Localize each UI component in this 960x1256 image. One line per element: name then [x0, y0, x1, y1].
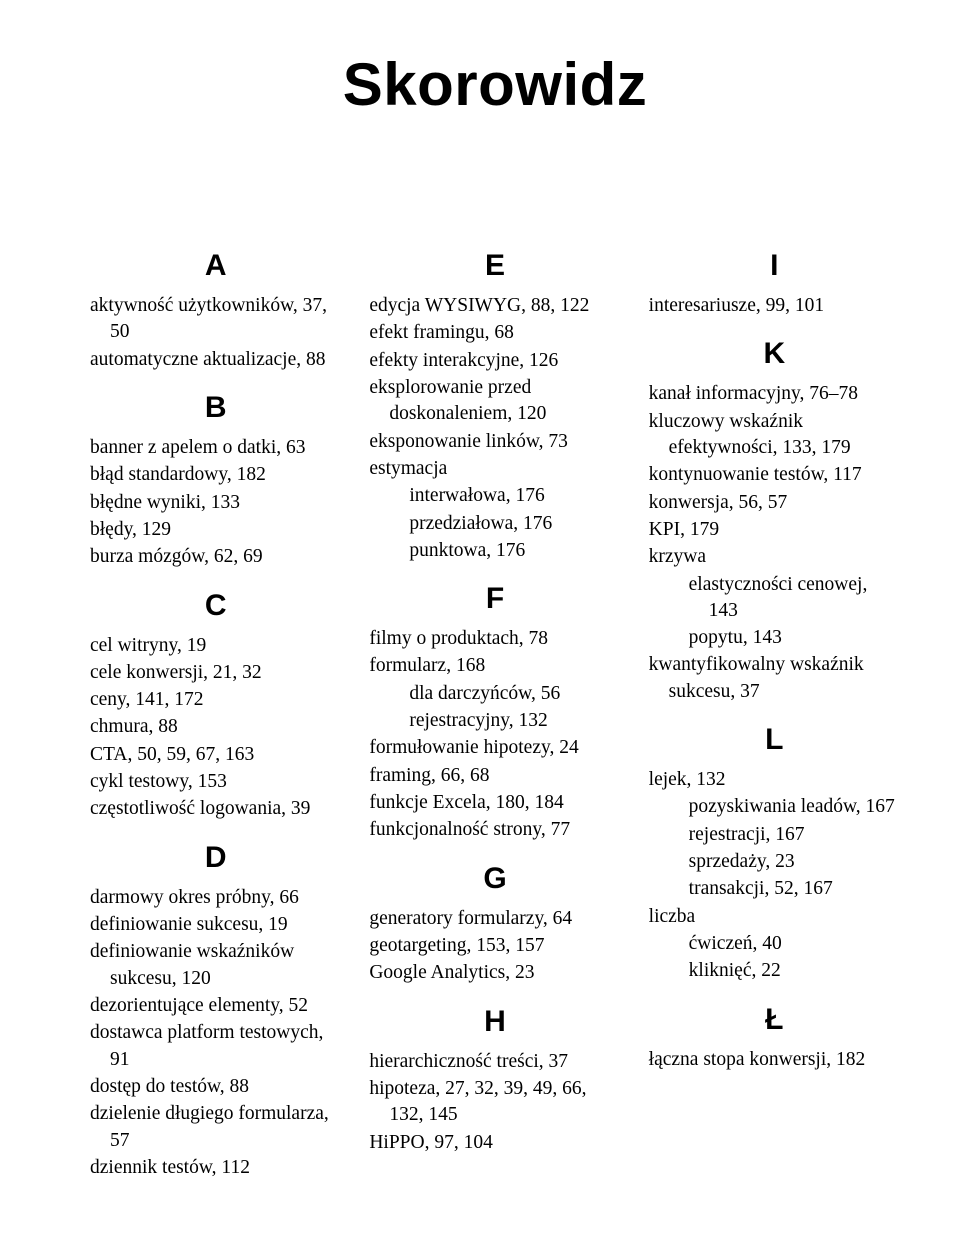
section-letter: Ł	[649, 1003, 900, 1037]
section-letter: I	[649, 249, 900, 283]
page-title: Skorowidz	[90, 50, 900, 119]
section-letter: E	[369, 249, 620, 283]
index-entry: błędy, 129	[90, 517, 341, 543]
index-entry: geotargeting, 153, 157	[369, 933, 620, 959]
index-entry: dziennik testów, 112	[90, 1155, 341, 1181]
index-entry: kontynuowanie testów, 117	[649, 462, 900, 488]
index-page: Skorowidz Aaktywność użytkowników, 37, 5…	[0, 0, 960, 1222]
section-letter: F	[369, 582, 620, 616]
index-column: Eedycja WYSIWYG, 88, 122efekt framingu, …	[369, 249, 620, 1182]
index-entry: framing, 66, 68	[369, 763, 620, 789]
index-entry: CTA, 50, 59, 67, 163	[90, 742, 341, 768]
index-entry: kwantyfikowalny wskaźnik sukcesu, 37	[649, 652, 900, 705]
index-entry: KPI, 179	[649, 517, 900, 543]
index-entry: estymacja	[369, 456, 620, 482]
index-columns: Aaktywność użytkowników, 37, 50automatyc…	[90, 249, 900, 1182]
index-column: Iinteresariusze, 99, 101 Kkanał informacy…	[649, 249, 900, 1182]
index-entry: kanał informacyjny, 76–78	[649, 381, 900, 407]
index-entry: definiowanie wskaźników sukcesu, 120	[90, 939, 341, 992]
index-entry: HiPPO, 97, 104	[369, 1130, 620, 1156]
index-entry: dezorientujące elementy, 52	[90, 993, 341, 1019]
index-entry: lejek, 132	[649, 767, 900, 793]
index-entry: dostęp do testów, 88	[90, 1074, 341, 1100]
index-entry: cykl testowy, 153	[90, 769, 341, 795]
index-entry: rejestracji, 167	[649, 822, 900, 848]
index-entry: chmura, 88	[90, 714, 341, 740]
index-entry: formularz, 168	[369, 653, 620, 679]
index-entry: sprzedaży, 23	[649, 849, 900, 875]
index-entry: Google Analytics, 23	[369, 960, 620, 986]
index-entry: interesariusze, 99, 101	[649, 293, 900, 319]
index-entry: kliknięć, 22	[649, 958, 900, 984]
section-letter: A	[90, 249, 341, 283]
index-entry: darmowy okres próbny, 66	[90, 885, 341, 911]
index-entry: eksponowanie linków, 73	[369, 429, 620, 455]
section-letter: D	[90, 841, 341, 875]
index-entry: cele konwersji, 21, 32	[90, 660, 341, 686]
index-entry: definiowanie sukcesu, 19	[90, 912, 341, 938]
index-entry: konwersja, 56, 57	[649, 490, 900, 516]
index-entry: dzielenie długiego formularza, 57	[90, 1101, 341, 1154]
index-entry: rejestracyjny, 132	[369, 708, 620, 734]
index-entry: formułowanie hipotezy, 24	[369, 735, 620, 761]
index-entry: hierarchiczność treści, 37	[369, 1049, 620, 1075]
index-entry: efekty interakcyjne, 126	[369, 348, 620, 374]
index-entry: automatyczne aktualizacje, 88	[90, 347, 341, 373]
index-entry: transakcji, 52, 167	[649, 876, 900, 902]
section-letter: G	[369, 862, 620, 896]
index-entry: błędne wyniki, 133	[90, 490, 341, 516]
index-entry: kluczowy wskaźnik efektywności, 133, 179	[649, 409, 900, 462]
index-entry: błąd standardowy, 182	[90, 462, 341, 488]
section-letter: C	[90, 589, 341, 623]
section-letter: K	[649, 337, 900, 371]
index-entry: efekt framingu, 68	[369, 320, 620, 346]
index-entry: dla darczyńców, 56	[369, 681, 620, 707]
index-entry: elastyczności cenowej, 143	[649, 572, 900, 625]
index-entry: łączna stopa konwersji, 182	[649, 1047, 900, 1073]
index-column: Aaktywność użytkowników, 37, 50automatyc…	[90, 249, 341, 1182]
section-letter: H	[369, 1005, 620, 1039]
index-entry: eksplorowanie przed doskonaleniem, 120	[369, 375, 620, 428]
index-entry: banner z apelem o datki, 63	[90, 435, 341, 461]
index-entry: cel witryny, 19	[90, 633, 341, 659]
index-entry: częstotliwość logowania, 39	[90, 796, 341, 822]
index-entry: interwałowa, 176	[369, 483, 620, 509]
index-entry: ceny, 141, 172	[90, 687, 341, 713]
index-entry: generatory formularzy, 64	[369, 906, 620, 932]
index-entry: pozyskiwania leadów, 167	[649, 794, 900, 820]
index-entry: aktywność użytkowników, 37, 50	[90, 293, 341, 346]
index-entry: dostawca platform testowych, 91	[90, 1020, 341, 1073]
index-entry: burza mózgów, 62, 69	[90, 544, 341, 570]
index-entry: punktowa, 176	[369, 538, 620, 564]
section-letter: B	[90, 391, 341, 425]
index-entry: edycja WYSIWYG, 88, 122	[369, 293, 620, 319]
index-entry: popytu, 143	[649, 625, 900, 651]
index-entry: przedziałowa, 176	[369, 511, 620, 537]
index-entry: funkcjonalność strony, 77	[369, 817, 620, 843]
index-entry: filmy o produktach, 78	[369, 626, 620, 652]
index-entry: hipoteza, 27, 32, 39, 49, 66, 132, 145	[369, 1076, 620, 1129]
section-letter: L	[649, 723, 900, 757]
index-entry: funkcje Excela, 180, 184	[369, 790, 620, 816]
index-entry: ćwiczeń, 40	[649, 931, 900, 957]
index-entry: liczba	[649, 904, 900, 930]
index-entry: krzywa	[649, 544, 900, 570]
